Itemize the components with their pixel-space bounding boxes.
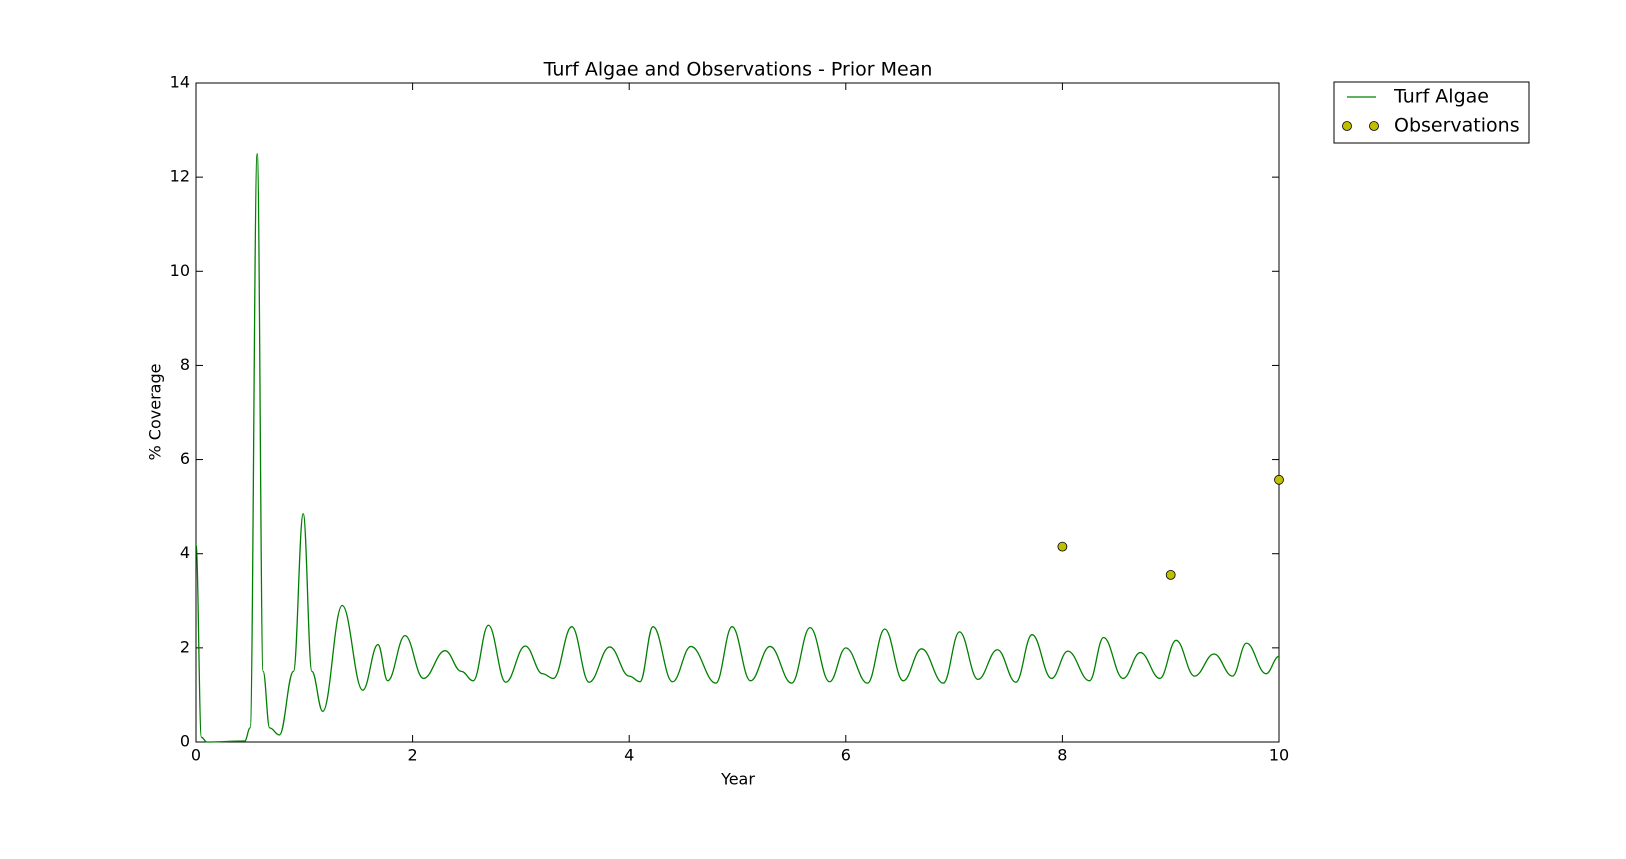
- data-point: [1165, 569, 1176, 580]
- x-tick-label: 10: [1269, 746, 1289, 765]
- x-tick-label: 6: [841, 746, 851, 765]
- data-line: [195, 152, 1280, 743]
- legend-marker: [1369, 121, 1379, 131]
- legend-label: Observations: [1394, 115, 1520, 137]
- x-tick-label: 8: [1057, 746, 1067, 765]
- x-tick-label: 0: [191, 746, 201, 765]
- y-tick-label: 14: [170, 73, 190, 92]
- data-point: [1057, 541, 1068, 552]
- y-tick-label: 0: [180, 732, 190, 751]
- y-tick-label: 6: [180, 449, 190, 468]
- y-tick-label: 10: [170, 261, 190, 280]
- data-point: [1274, 474, 1284, 485]
- legend-box: [1333, 81, 1530, 144]
- x-axis-label: Year: [720, 770, 755, 789]
- chart-title: Turf Algae and Observations - Prior Mean: [543, 59, 933, 81]
- x-tick-label: 2: [408, 746, 418, 765]
- y-tick-label: 4: [180, 543, 190, 562]
- y-tick-label: 2: [180, 637, 190, 656]
- legend-label: Turf Algae: [1393, 86, 1489, 108]
- plot-frame: [195, 82, 1280, 743]
- x-tick-label: 4: [624, 746, 634, 765]
- y-tick-label: 8: [180, 355, 190, 374]
- y-axis-label: % Coverage: [146, 364, 165, 461]
- y-tick-label: 12: [170, 167, 190, 186]
- legend-marker: [1342, 121, 1352, 131]
